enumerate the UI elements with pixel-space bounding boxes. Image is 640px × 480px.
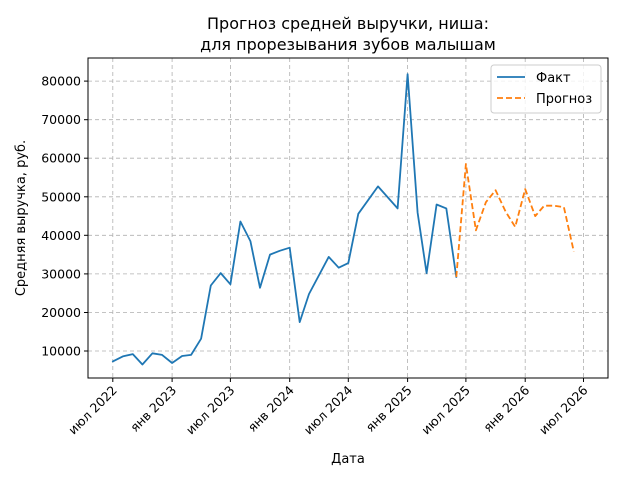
chart-title-line-1: Прогноз средней выручки, ниша:	[207, 14, 489, 33]
legend: Факт Прогноз	[490, 64, 602, 114]
y-tick-label: 40000	[41, 228, 81, 243]
y-tick-label: 30000	[41, 266, 81, 281]
y-axis-label: Средняя выручка, руб.	[14, 140, 29, 296]
x-axis-ticks: июл 2022 янв 2023 июл 2023 янв 2024 июл 2024…	[65, 378, 591, 438]
chart-title-line-2: для прорезывания зубов малышам	[200, 35, 496, 54]
x-axis-label: Дата	[331, 452, 365, 467]
series-line-forecast	[455, 163, 575, 278]
y-tick-label: 20000	[41, 305, 81, 320]
x-tick-label: июл 2022	[65, 383, 120, 438]
x-tick-label: июл 2023	[183, 383, 238, 438]
y-tick-label: 10000	[41, 344, 81, 359]
y-tick-label: 60000	[41, 151, 81, 166]
y-axis-ticks: 10000 20000 30000 40000 50000 60000 70000 80000	[41, 74, 88, 359]
series-lines	[111, 73, 575, 366]
x-tick-label: янв 2024	[245, 382, 297, 434]
x-tick-label: июл 2024	[301, 382, 356, 437]
y-tick-label: 80000	[41, 74, 81, 89]
x-tick-label: янв 2026	[480, 382, 532, 434]
x-tick-label: июл 2026	[536, 382, 591, 437]
legend-label-fact: Факт	[536, 71, 571, 86]
legend-label-forecast: Прогноз	[536, 92, 592, 107]
x-tick-label: янв 2025	[362, 383, 414, 435]
grid	[88, 58, 608, 378]
x-tick-label: июл 2025	[418, 383, 473, 438]
y-tick-label: 50000	[41, 189, 81, 204]
y-tick-label: 70000	[41, 112, 81, 127]
x-tick-label: янв 2023	[127, 383, 179, 435]
series-line-fact	[111, 73, 458, 366]
